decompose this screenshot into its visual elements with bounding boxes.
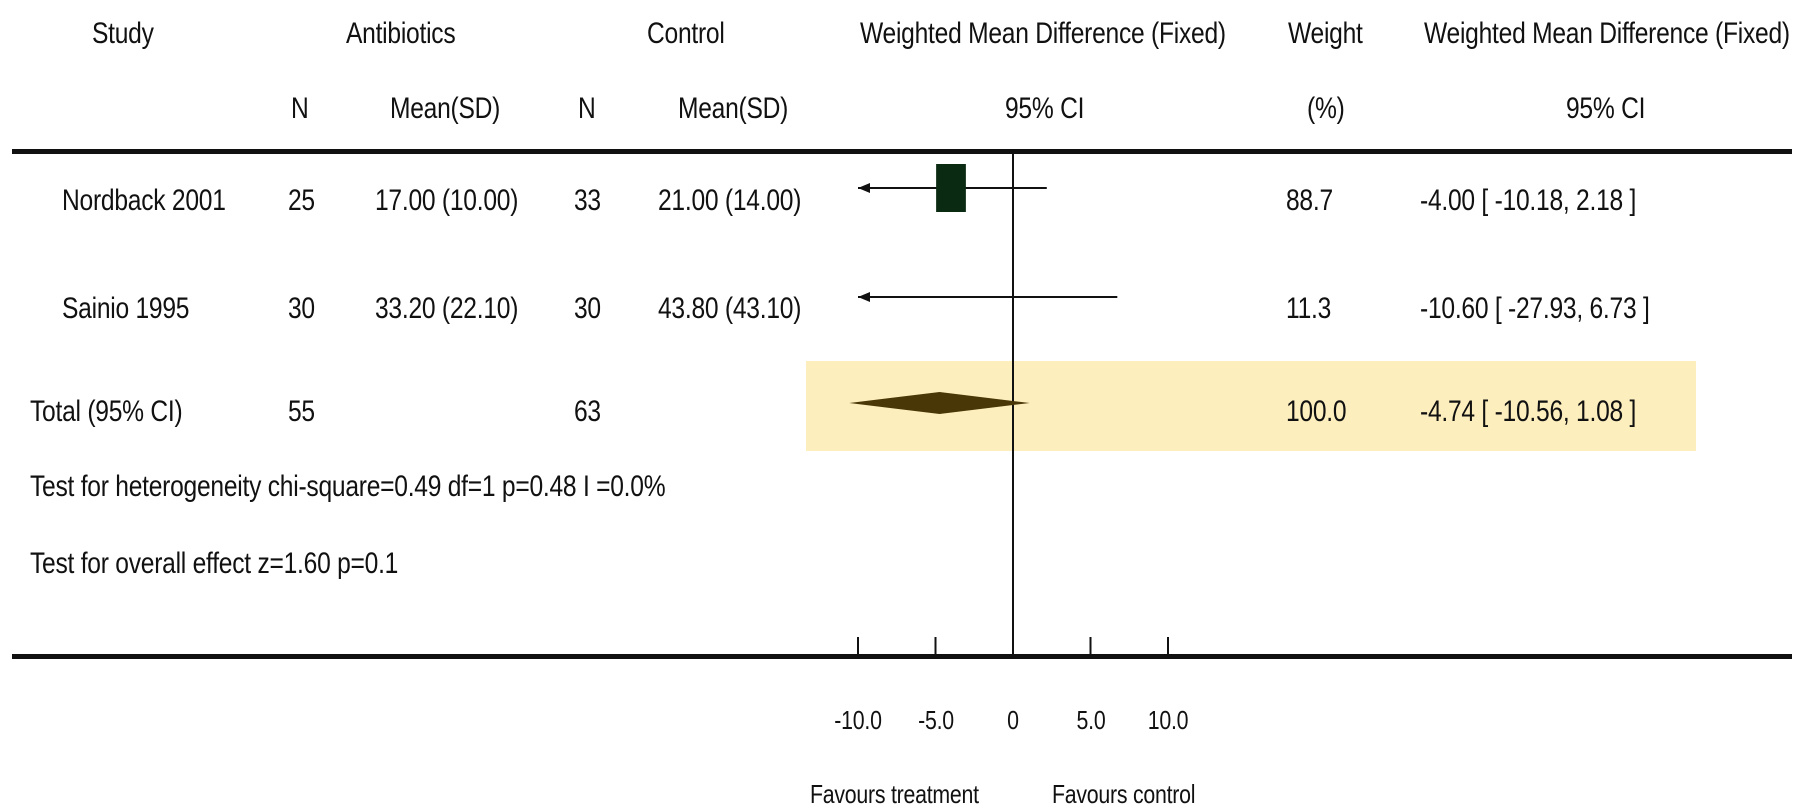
ci-overflow-arrow (858, 183, 870, 193)
study-ci-text: -4.00 [ -10.18, 2.18 ] (1420, 184, 1637, 217)
study-effect-marker (936, 164, 966, 212)
axis-tick-label: 10.0 (1147, 705, 1189, 735)
total-effect-diamond (849, 392, 1030, 414)
study-n-control: 33 (574, 184, 601, 217)
ci-overflow-arrow (858, 292, 870, 302)
axis-tick-label: 0 (1007, 705, 1019, 735)
header-study: Study (92, 17, 154, 50)
header-antibiotics: Antibiotics (346, 17, 456, 50)
header-divider (12, 149, 1792, 154)
axis-tick-label: -5.0 (917, 705, 954, 735)
header-n-antibiotics: N (291, 92, 309, 125)
axis-divider (12, 654, 1792, 659)
study-weight: 11.3 (1286, 292, 1332, 325)
study-mean-antibiotics: 33.20 (22.10) (375, 292, 519, 325)
axis-tick-label: 5.0 (1076, 705, 1105, 735)
study-weight: 88.7 (1286, 184, 1333, 217)
header-ci-values: 95% CI (1566, 92, 1646, 125)
total-ci-text: -4.74 [ -10.56, 1.08 ] (1420, 395, 1637, 428)
total-n-antibiotics: 55 (288, 395, 315, 428)
header-weight-unit: (%) (1307, 92, 1345, 125)
study-name: Nordback 2001 (62, 184, 226, 217)
header-control: Control (647, 17, 725, 50)
study-mean-control: 21.00 (14.00) (658, 184, 802, 217)
header-mean-control: Mean(SD) (678, 92, 789, 125)
header-effect-ci: Weighted Mean Difference (Fixed) (1424, 17, 1790, 50)
header-ci: 95% CI (1005, 92, 1085, 125)
total-n-control: 63 (574, 395, 601, 428)
axis-tick-label: -10.0 (834, 705, 882, 735)
study-mean-control: 43.80 (43.10) (658, 292, 802, 325)
header-mean-antibiotics: Mean(SD) (390, 92, 501, 125)
study-ci-text: -10.60 [ -27.93, 6.73 ] (1420, 292, 1650, 325)
header-effect: Weighted Mean Difference (Fixed) (860, 17, 1226, 50)
total-weight: 100.0 (1286, 395, 1347, 428)
overall-effect-test: Test for overall effect z=1.60 p=0.1 (30, 547, 399, 580)
study-n-antibiotics: 25 (288, 184, 315, 217)
study-name: Sainio 1995 (62, 292, 190, 325)
header-n-control: N (578, 92, 596, 125)
study-mean-antibiotics: 17.00 (10.00) (375, 184, 519, 217)
heterogeneity-test: Test for heterogeneity chi-square=0.49 d… (30, 470, 666, 503)
total-label: Total (95% CI) (30, 395, 183, 428)
study-n-antibiotics: 30 (288, 292, 315, 325)
favours-treatment-label: Favours treatment (810, 779, 979, 809)
study-n-control: 30 (574, 292, 601, 325)
favours-control-label: Favours control (1052, 779, 1196, 809)
header-weight: Weight (1288, 17, 1363, 50)
